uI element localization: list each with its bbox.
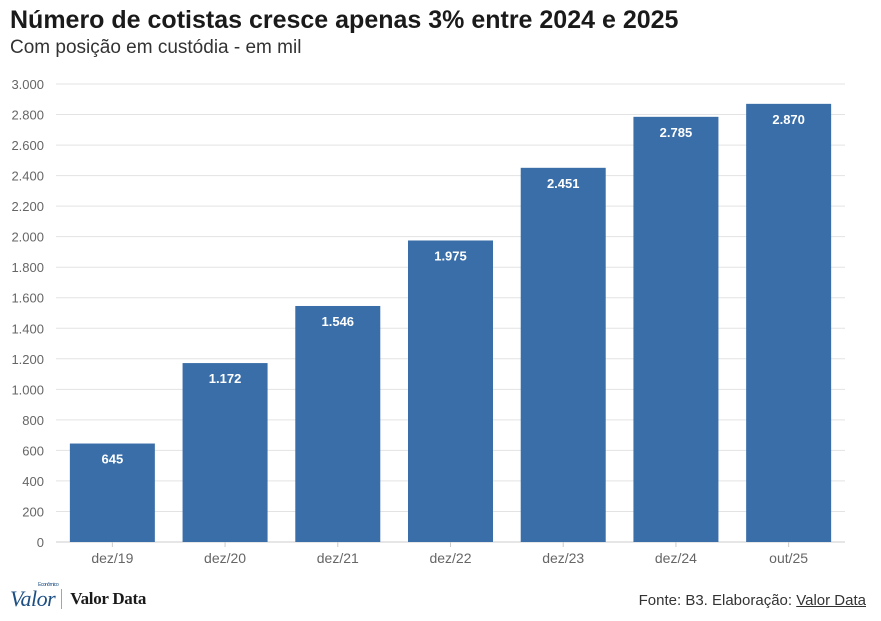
y-axis-ticks: 0 200 400 600 800 1.000 1.200 1.400 1.600 1.800 2.… [11, 77, 44, 550]
x-axis-ticks: dez/19 dez/20 dez/21 dez/22 dez/23 dez/24 out/… [91, 542, 808, 566]
y-tick-label: 1.200 [11, 352, 44, 367]
valor-logo-main: Valor [10, 586, 56, 611]
y-tick-label: 2.800 [11, 108, 44, 123]
bar-value-label: 2.785 [660, 125, 693, 140]
source-note: Fonte: B3. Elaboração: Valor Data [639, 592, 866, 609]
valor-logo-text: Econômico Valor [10, 582, 59, 612]
bar [520, 167, 606, 542]
bars [69, 103, 832, 542]
y-tick-label: 2.600 [11, 138, 44, 153]
x-tick-label: out/25 [769, 550, 808, 566]
y-tick-label: 600 [22, 443, 44, 458]
y-tick-label: 1.600 [11, 291, 44, 306]
chart-subtitle: Com posição em custódia - em mil [10, 37, 302, 58]
y-tick-label: 400 [22, 474, 44, 489]
valor-logo: Econômico Valor Valor Data [10, 582, 147, 614]
bar [69, 443, 155, 542]
y-tick-label: 2.200 [11, 199, 44, 214]
x-tick-label: dez/19 [91, 550, 133, 566]
bar-chart: 0 200 400 600 800 1.000 1.200 1.400 1.600 1.800 2.… [11, 77, 845, 566]
bar-value-label: 2.870 [772, 112, 805, 127]
y-tick-label: 2.000 [11, 230, 44, 245]
bar-value-label: 1.172 [209, 371, 242, 386]
bar-value-label: 645 [102, 452, 124, 467]
chart-title: Número de cotistas cresce apenas 3% entr… [10, 6, 679, 34]
source-link[interactable]: Valor Data [796, 592, 866, 609]
y-tick-label: 0 [37, 535, 44, 550]
source-prefix: Fonte: B3. Elaboração: [638, 592, 797, 609]
bar [408, 240, 493, 542]
bar-value-label: 1.546 [322, 314, 355, 329]
bar-value-label: 1.975 [434, 248, 467, 263]
x-tick-label: dez/23 [542, 550, 584, 566]
y-tick-label: 1.400 [11, 321, 44, 336]
x-tick-label: dez/21 [317, 550, 359, 566]
x-tick-label: dez/24 [655, 550, 697, 566]
bar-value-labels: 645 1.172 1.546 1.975 2.451 2.785 2.870 [102, 112, 805, 467]
y-tick-label: 800 [22, 413, 44, 428]
y-tick-label: 2.400 [11, 169, 44, 184]
y-tick-label: 1.800 [11, 260, 44, 275]
bar [633, 116, 719, 542]
valor-data-logo: Valor Data [70, 589, 147, 608]
logo-divider [61, 589, 63, 609]
valor-logo-tagline: Econômico [38, 582, 59, 588]
y-tick-label: 3.000 [11, 77, 44, 92]
x-tick-label: dez/22 [429, 550, 471, 566]
y-tick-label: 1.000 [11, 382, 44, 397]
x-tick-label: dez/20 [204, 550, 246, 566]
y-tick-label: 200 [22, 504, 44, 519]
bar [182, 363, 268, 542]
bar [746, 103, 832, 542]
bar-value-label: 2.451 [547, 176, 580, 191]
bar [295, 305, 381, 542]
